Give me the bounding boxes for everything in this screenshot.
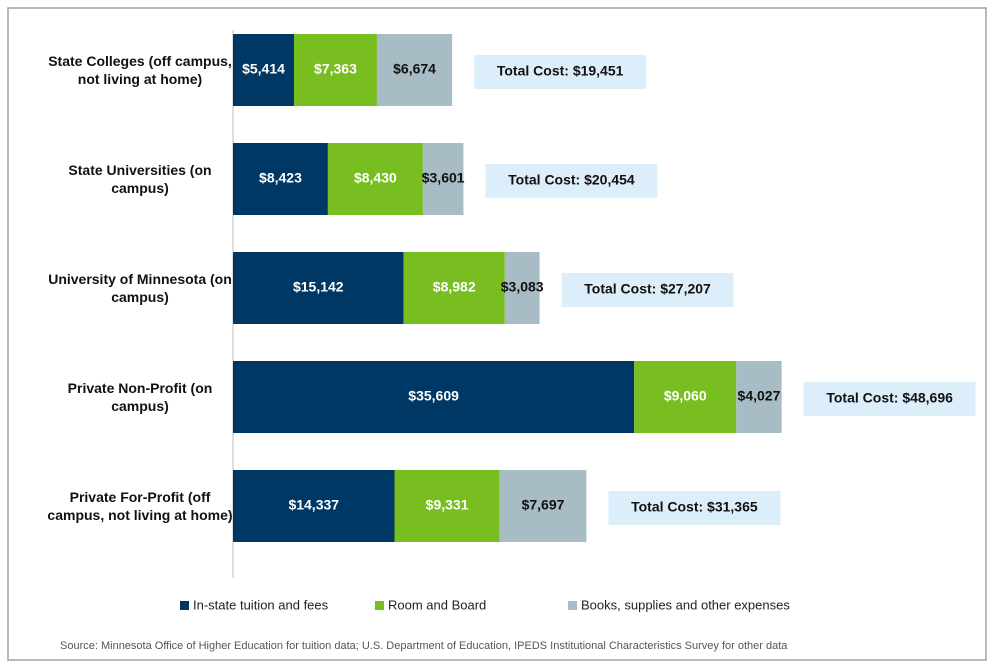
value-label: $6,674 [393, 61, 436, 77]
total-box [803, 382, 976, 416]
value-label: $8,423 [259, 170, 302, 186]
value-label: $4,027 [738, 388, 781, 404]
value-label: $35,609 [408, 388, 459, 404]
value-label: $3,601 [422, 170, 465, 186]
bar-segment [233, 252, 404, 324]
legend-label: In-state tuition and fees [193, 597, 329, 612]
bar-segment [233, 470, 395, 542]
value-label: $7,363 [314, 61, 357, 77]
legend-label: Room and Board [388, 597, 486, 612]
legend-swatch [180, 601, 189, 610]
value-label: $14,337 [288, 497, 339, 513]
total-label: Total Cost: $27,207 [584, 281, 711, 297]
bar-segment [736, 361, 782, 433]
category-label: Private Non-Profit (on campus) [67, 380, 213, 414]
bar-segment [504, 252, 540, 324]
source-note: Source: Minnesota Office of Higher Educa… [60, 640, 788, 652]
bar-segment [233, 361, 635, 433]
bar-segment [327, 143, 423, 215]
total-label: Total Cost: $20,454 [508, 172, 635, 188]
value-label: $9,060 [664, 388, 707, 404]
category-label: University of Minnesota (on campus) [48, 271, 232, 305]
value-label: $3,083 [501, 279, 544, 295]
legend-label: Books, supplies and other expenses [581, 597, 790, 612]
category-label: Private For-Profit (off campus, not livi… [47, 489, 233, 523]
legend-swatch [568, 601, 577, 610]
bar-segment [499, 470, 587, 542]
total-label: Total Cost: $31,365 [631, 499, 758, 515]
category-label: State Universities (on campus) [68, 162, 212, 196]
total-box [561, 273, 734, 307]
total-label: Total Cost: $19,451 [497, 63, 624, 79]
bar-segment [376, 34, 453, 106]
total-box [608, 491, 781, 525]
value-label: $8,982 [433, 279, 476, 295]
value-label: $8,430 [354, 170, 397, 186]
value-label: $5,414 [242, 61, 285, 77]
total-box [485, 164, 658, 198]
bar-segment [403, 252, 505, 324]
total-label: Total Cost: $48,696 [826, 390, 953, 406]
category-label: State Colleges (off campus, not living a… [48, 53, 232, 87]
value-label: $15,142 [293, 279, 344, 295]
frame [7, 7, 987, 661]
bar-segment [293, 34, 377, 106]
value-label: $7,697 [522, 497, 565, 513]
value-label: $9,331 [426, 497, 469, 513]
bar-segment [233, 34, 294, 106]
bar-segment [233, 143, 328, 215]
legend-swatch [375, 601, 384, 610]
total-box [474, 55, 647, 89]
bar-segment [634, 361, 737, 433]
bar-segment [422, 143, 464, 215]
bar-segment [394, 470, 500, 542]
